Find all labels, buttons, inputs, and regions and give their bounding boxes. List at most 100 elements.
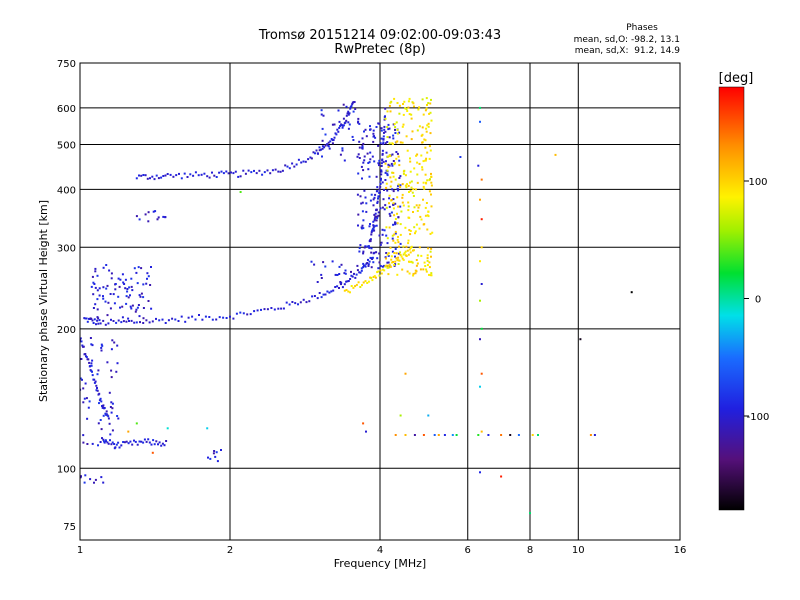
data-point: [403, 252, 406, 255]
data-point: [318, 292, 321, 294]
data-point: [380, 129, 383, 132]
data-point: [386, 136, 389, 138]
data-point: [401, 201, 404, 204]
data-point: [403, 100, 406, 103]
data-point: [402, 245, 405, 248]
data-point: [94, 286, 97, 289]
data-point: [269, 172, 272, 175]
data-point: [124, 278, 127, 281]
data-point: [88, 400, 91, 403]
data-point: [326, 290, 329, 293]
data-point: [208, 316, 211, 318]
data-point: [479, 385, 481, 388]
data-point: [375, 208, 378, 211]
data-point: [109, 293, 112, 295]
data-point: [153, 443, 156, 446]
data-point: [412, 211, 414, 213]
data-point: [354, 276, 357, 279]
data-point: [83, 481, 86, 484]
data-point: [107, 322, 110, 325]
data-point: [383, 264, 386, 267]
data-point: [383, 125, 386, 128]
data-point: [331, 260, 334, 263]
data-point: [344, 272, 347, 275]
data-point: [362, 252, 365, 255]
data-point: [315, 149, 318, 152]
x-tick-label: 16: [674, 545, 687, 556]
data-point: [320, 113, 323, 116]
data-point: [397, 241, 400, 244]
data-point: [388, 202, 390, 205]
data-point: [341, 126, 344, 129]
data-point: [387, 123, 390, 126]
data-point: [84, 382, 87, 385]
data-point: [194, 318, 197, 321]
data-point: [366, 282, 369, 284]
data-point: [157, 216, 160, 219]
data-point: [110, 369, 113, 372]
data-point: [103, 407, 106, 409]
data-point: [389, 176, 392, 179]
data-point: [187, 316, 190, 319]
data-point: [111, 429, 114, 432]
data-point: [422, 223, 425, 226]
data-point: [389, 154, 392, 157]
data-point: [351, 275, 354, 278]
data-point: [197, 174, 200, 177]
data-point: [402, 253, 405, 256]
data-point: [279, 170, 282, 173]
data-point: [362, 169, 365, 172]
data-point: [332, 289, 335, 292]
data-point: [378, 164, 380, 167]
data-point: [145, 440, 148, 443]
data-point: [421, 141, 424, 144]
data-point: [388, 263, 391, 266]
data-point: [418, 246, 421, 249]
y-tick-label: 750: [57, 59, 76, 70]
data-point: [99, 322, 102, 325]
data-point: [80, 475, 82, 478]
data-point: [397, 184, 399, 187]
data-point: [387, 163, 390, 166]
data-point: [479, 198, 481, 201]
data-point: [128, 286, 131, 289]
data-point: [361, 137, 364, 140]
data-point: [413, 206, 416, 209]
data-point: [391, 234, 394, 237]
data-point: [356, 264, 359, 267]
data-point: [385, 257, 387, 260]
data-point: [414, 188, 417, 191]
data-point: [360, 165, 363, 168]
data-point: [411, 261, 414, 264]
data-point: [386, 155, 389, 158]
data-point: [394, 230, 397, 233]
data-point: [123, 441, 126, 444]
data-point: [363, 189, 366, 192]
data-point: [80, 476, 82, 479]
data-point: [293, 165, 296, 168]
data-point: [500, 434, 503, 436]
data-point: [363, 155, 366, 158]
data-point: [392, 160, 395, 162]
data-point: [127, 317, 130, 320]
data-point: [189, 173, 192, 176]
data-point: [83, 397, 86, 400]
data-point: [321, 145, 324, 148]
data-point: [161, 318, 164, 321]
data-point: [174, 318, 177, 321]
data-point: [214, 455, 217, 458]
data-point: [402, 204, 405, 207]
data-point: [379, 142, 382, 145]
data-point: [399, 141, 402, 144]
data-point: [422, 113, 425, 116]
data-point: [352, 286, 355, 289]
data-point: [408, 97, 411, 100]
data-point: [112, 293, 115, 296]
data-point: [404, 372, 407, 375]
data-point: [111, 407, 114, 410]
data-point: [554, 153, 557, 156]
data-point: [374, 212, 377, 215]
data-point: [372, 220, 375, 223]
data-point: [93, 481, 95, 484]
